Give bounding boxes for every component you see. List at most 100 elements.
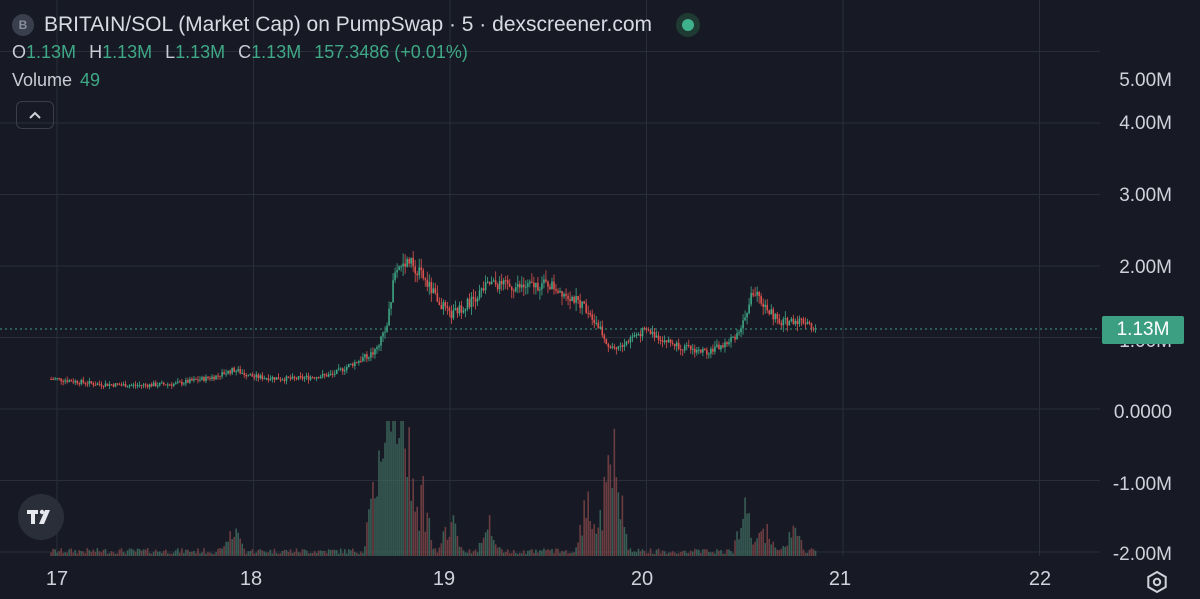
volume-bar bbox=[233, 536, 235, 556]
candle-body bbox=[311, 377, 314, 379]
volume-bar bbox=[362, 553, 364, 556]
candle-body bbox=[442, 302, 445, 310]
volume-bar bbox=[215, 552, 217, 556]
candle-body bbox=[669, 339, 672, 343]
candle-body bbox=[706, 349, 708, 355]
volume-bar bbox=[416, 506, 419, 556]
gear-icon[interactable] bbox=[1145, 570, 1169, 594]
volume-bar bbox=[714, 553, 716, 556]
volume-bar bbox=[64, 552, 66, 556]
volume-bar bbox=[289, 549, 292, 556]
volume-bar bbox=[496, 547, 499, 556]
volume-bar bbox=[378, 450, 380, 556]
candle-body bbox=[181, 381, 183, 385]
volume-bar bbox=[62, 552, 64, 556]
candle-body bbox=[142, 384, 145, 386]
volume-bar bbox=[138, 549, 141, 556]
candle-body bbox=[366, 354, 368, 359]
volume-bar bbox=[396, 443, 398, 556]
volume-bar bbox=[213, 553, 215, 556]
candle-body bbox=[100, 384, 103, 386]
candle-body bbox=[583, 301, 585, 304]
volume-bar bbox=[663, 551, 666, 556]
tradingview-logo-icon[interactable] bbox=[18, 494, 64, 540]
volume-bar bbox=[78, 550, 81, 556]
volume-bar bbox=[758, 532, 760, 556]
candle-body bbox=[748, 304, 750, 314]
candle-body bbox=[420, 267, 423, 271]
candle-body bbox=[734, 336, 736, 340]
price-candles bbox=[50, 251, 817, 390]
candle-body bbox=[698, 349, 700, 351]
candle-body bbox=[595, 322, 598, 324]
symbol-icon: B bbox=[12, 14, 34, 36]
volume-bar bbox=[160, 553, 163, 556]
candle-body bbox=[494, 280, 497, 285]
candle-body bbox=[754, 295, 756, 297]
candle-body bbox=[593, 319, 596, 324]
volume-bar bbox=[689, 550, 692, 556]
volume-bar bbox=[164, 549, 167, 556]
candle-body bbox=[500, 281, 503, 285]
candle-body bbox=[782, 319, 785, 326]
candle-body bbox=[637, 334, 640, 336]
candle-body bbox=[589, 312, 591, 315]
candle-body bbox=[333, 373, 336, 375]
volume-bar bbox=[655, 549, 658, 556]
live-status-icon bbox=[676, 13, 701, 37]
volume-bar bbox=[267, 552, 270, 556]
volume-bar bbox=[567, 553, 569, 556]
volume-bar bbox=[142, 549, 145, 556]
volume-bar bbox=[277, 553, 280, 556]
volume-bar bbox=[255, 552, 258, 556]
candle-body bbox=[531, 281, 533, 283]
candle-body bbox=[414, 266, 416, 274]
collapse-legend-button[interactable] bbox=[16, 101, 54, 129]
volume-bar bbox=[209, 552, 211, 556]
volume-bar bbox=[181, 548, 183, 556]
candle-body bbox=[183, 383, 185, 385]
volume-bar bbox=[74, 550, 77, 556]
ohlc-values: O1.13M H1.13M L1.13M C1.13M 157.3486 (+0… bbox=[12, 42, 700, 66]
volume-bar bbox=[760, 531, 762, 556]
volume-bar bbox=[561, 550, 563, 556]
candle-body bbox=[700, 349, 702, 353]
candle-body bbox=[691, 348, 694, 350]
candle-body bbox=[388, 308, 390, 326]
candle-body bbox=[160, 382, 163, 384]
candle-body bbox=[667, 339, 670, 343]
volume-bar bbox=[394, 421, 396, 556]
candle-body bbox=[792, 318, 795, 325]
volume-bar bbox=[804, 552, 807, 556]
candle-body bbox=[458, 305, 461, 314]
volume-bar bbox=[696, 549, 698, 556]
volume-bar bbox=[478, 542, 481, 556]
candle-body bbox=[502, 280, 505, 285]
low-value: 1.13M bbox=[175, 42, 226, 62]
volume-bar bbox=[625, 534, 628, 556]
price-axis-label: 3.00M bbox=[1119, 185, 1172, 206]
candle-body bbox=[685, 345, 688, 347]
candle-body bbox=[138, 385, 141, 387]
volume-bar bbox=[201, 552, 203, 556]
candle-body bbox=[346, 367, 348, 371]
volume-bar bbox=[722, 553, 724, 556]
volume-bar bbox=[424, 531, 427, 556]
candle-body bbox=[518, 284, 521, 288]
candle-body bbox=[124, 383, 127, 387]
volume-bar bbox=[559, 552, 561, 556]
volume-bar bbox=[700, 552, 702, 556]
candle-body bbox=[352, 363, 354, 366]
volume-bar bbox=[677, 553, 680, 556]
volume-bar bbox=[712, 551, 714, 556]
candle-body bbox=[112, 384, 115, 387]
volume-bar bbox=[249, 551, 252, 556]
candle-body bbox=[689, 345, 692, 350]
candle-body bbox=[348, 364, 350, 368]
candle-body bbox=[382, 332, 384, 337]
volume-bar bbox=[637, 548, 640, 556]
volume-bar bbox=[76, 553, 79, 556]
candle-body bbox=[156, 385, 159, 387]
candle-body bbox=[462, 310, 465, 313]
